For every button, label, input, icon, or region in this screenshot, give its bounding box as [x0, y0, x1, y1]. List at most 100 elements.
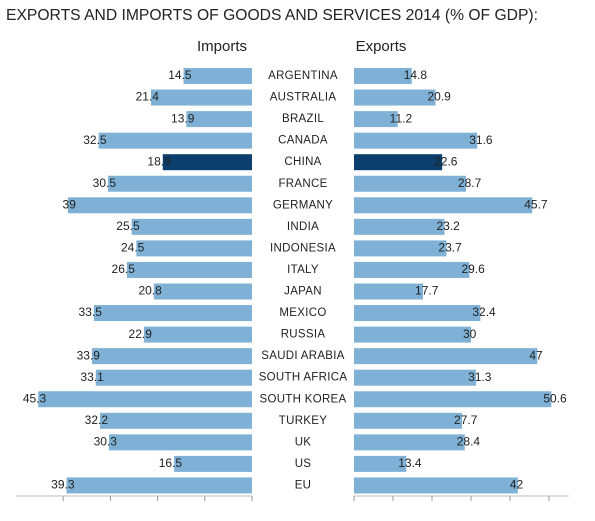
category-label: ITALY — [287, 264, 319, 276]
value-label: 39 — [63, 197, 77, 211]
bar — [98, 132, 252, 149]
value-label: 16.5 — [159, 456, 183, 470]
value-label: 17.7 — [415, 284, 439, 298]
category-label: INDONESIA — [270, 242, 336, 254]
bar — [136, 240, 252, 257]
category-label: SOUTH KOREA — [259, 393, 346, 405]
category-label: ARGENTINA — [268, 70, 338, 82]
bar — [186, 111, 252, 128]
bar — [150, 89, 252, 106]
bar — [354, 326, 471, 343]
value-label: 14.5 — [168, 68, 192, 82]
value-label: 45.7 — [524, 197, 548, 211]
value-label: 22.9 — [129, 327, 153, 341]
bar — [108, 175, 252, 192]
value-label: 31.6 — [469, 133, 493, 147]
bar — [93, 305, 252, 322]
value-label: 20.8 — [138, 284, 162, 298]
category-label: US — [295, 458, 312, 470]
legend-entry: Exports — [356, 38, 407, 55]
value-label: 26.5 — [112, 262, 136, 276]
category-label: CHINA — [284, 156, 321, 168]
value-label: 30 — [463, 327, 477, 341]
bar — [354, 111, 398, 128]
bar — [354, 154, 443, 171]
value-label: 30.5 — [93, 176, 117, 190]
bar — [162, 154, 252, 171]
category-label: TURKEY — [279, 415, 327, 427]
bar — [95, 369, 252, 386]
value-label: 27.7 — [454, 413, 478, 427]
value-label: 18.9 — [147, 154, 171, 168]
category-label: RUSSIA — [281, 329, 326, 341]
value-label: 42 — [510, 478, 524, 492]
bar — [354, 197, 533, 214]
bar — [354, 391, 552, 408]
value-label: 33.5 — [79, 305, 103, 319]
value-label: 32.4 — [472, 305, 496, 319]
bar — [354, 412, 463, 429]
bar — [153, 283, 252, 300]
category-label: GERMANY — [273, 199, 333, 211]
bar — [143, 326, 252, 343]
bar — [354, 283, 424, 300]
bar — [354, 369, 477, 386]
category-label: SAUDI ARABIA — [261, 350, 345, 362]
bar — [354, 261, 470, 278]
bar — [354, 240, 447, 257]
value-label: 20.9 — [428, 90, 452, 104]
bar — [354, 455, 407, 472]
bar — [108, 434, 252, 451]
value-label: 22.6 — [434, 154, 458, 168]
bar — [100, 412, 253, 429]
value-label: 14.8 — [404, 68, 428, 82]
bar — [354, 132, 478, 149]
category-label: EU — [295, 479, 312, 491]
value-label: 33.1 — [80, 370, 104, 384]
category-label: SOUTH AFRICA — [259, 372, 348, 384]
bar — [67, 197, 252, 214]
bar — [354, 175, 466, 192]
value-label: 50.6 — [543, 391, 567, 405]
value-label: 33.9 — [77, 348, 101, 362]
value-label: 32.2 — [85, 413, 109, 427]
value-label: 28.7 — [458, 176, 482, 190]
category-label: UK — [295, 436, 312, 448]
category-label: JAPAN — [284, 286, 322, 298]
bar — [354, 434, 465, 451]
value-label: 29.6 — [461, 262, 485, 276]
value-label: 30.3 — [94, 435, 118, 449]
value-label: 32.5 — [83, 133, 107, 147]
value-label: 31.3 — [468, 370, 492, 384]
value-label: 45.3 — [23, 391, 47, 405]
bar — [354, 218, 445, 235]
bar — [354, 305, 481, 322]
value-label: 11.2 — [390, 111, 413, 125]
value-label: 21.4 — [136, 90, 160, 104]
category-label: AUSTRALIA — [270, 92, 337, 104]
bar — [66, 477, 252, 494]
value-label: 39.3 — [51, 478, 75, 492]
value-label: 13.4 — [398, 456, 422, 470]
bar — [38, 391, 253, 408]
bar — [91, 348, 252, 365]
bar — [174, 455, 252, 472]
category-label: BRAZIL — [282, 113, 324, 125]
bar — [126, 261, 252, 278]
bar — [131, 218, 252, 235]
legend-entry: Imports — [197, 38, 247, 55]
value-label: 47 — [529, 348, 543, 362]
value-label: 23.2 — [436, 219, 460, 233]
category-label: INDIA — [287, 221, 319, 233]
bar — [183, 68, 252, 84]
value-label: 13.9 — [171, 111, 195, 125]
value-label: 24.5 — [121, 241, 145, 255]
value-label: 28.4 — [457, 435, 481, 449]
category-label: CANADA — [278, 135, 328, 147]
category-label: MEXICO — [279, 307, 326, 319]
chart-title: EXPORTS AND IMPORTS OF GOODS AND SERVICE… — [6, 7, 538, 24]
bar — [354, 68, 412, 84]
category-label: FRANCE — [278, 178, 327, 190]
bar — [354, 477, 518, 494]
